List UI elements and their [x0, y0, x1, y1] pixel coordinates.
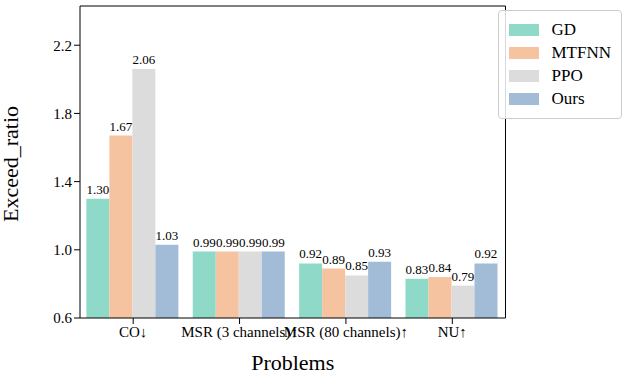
- svg-text:0.84: 0.84: [429, 260, 452, 275]
- svg-text:0.99: 0.99: [239, 235, 262, 250]
- svg-text:0.99: 0.99: [262, 235, 285, 250]
- svg-text:2.2: 2.2: [53, 38, 72, 54]
- svg-text:1.0: 1.0: [53, 242, 72, 258]
- html-text:GD: GD: [551, 20, 576, 39]
- svg-text:Problems: Problems: [251, 350, 334, 375]
- svg-text:0.85: 0.85: [345, 258, 368, 273]
- svg-text:0.83: 0.83: [406, 262, 429, 277]
- svg-text:0.99: 0.99: [216, 235, 239, 250]
- svg-text:CO↓: CO↓: [119, 324, 147, 340]
- svg-text:NU↑: NU↑: [438, 324, 467, 340]
- svg-text:1.8: 1.8: [53, 106, 72, 122]
- html-text:MTFNN: MTFNN: [551, 43, 611, 62]
- svg-text:MSR (80 channels)↑: MSR (80 channels)↑: [284, 324, 408, 341]
- svg-text:0.89: 0.89: [322, 252, 345, 267]
- svg-text:1.03: 1.03: [156, 228, 179, 243]
- html-text:Ours: Ours: [551, 89, 585, 108]
- svg-text:0.92: 0.92: [299, 246, 322, 261]
- svg-text:0.6: 0.6: [53, 310, 72, 326]
- html-text:PPO: PPO: [551, 66, 583, 85]
- svg-text:0.93: 0.93: [368, 245, 391, 260]
- svg-text:1.4: 1.4: [53, 174, 72, 190]
- svg-text:0.99: 0.99: [193, 235, 216, 250]
- svg-text:Exceed_ratio: Exceed_ratio: [8, 106, 23, 222]
- svg-text:0.79: 0.79: [452, 269, 475, 284]
- svg-text:0.92: 0.92: [475, 246, 498, 261]
- svg-text:MSR (3 channels)↑: MSR (3 channels)↑: [181, 324, 298, 341]
- svg-text:2.06: 2.06: [133, 52, 156, 67]
- svg-text:1.67: 1.67: [110, 119, 133, 134]
- svg-text:1.30: 1.30: [87, 182, 110, 197]
